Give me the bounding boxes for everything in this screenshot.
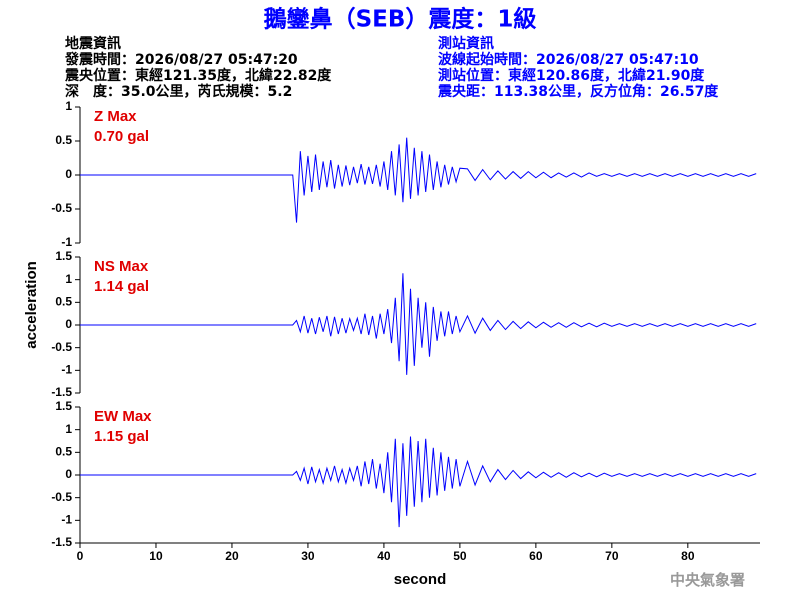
quake-info: 地震資訊 [65, 35, 121, 52]
waveform [80, 436, 757, 528]
y-tick-label: 0 [65, 467, 72, 481]
x-tick-label: 80 [681, 549, 695, 563]
y-tick-label: 1 [65, 99, 72, 113]
station-info: 測站資訊 [438, 35, 494, 52]
y-tick-label: -1.5 [51, 385, 72, 399]
y-tick-label: 0 [65, 317, 72, 331]
x-tick-label: 10 [149, 549, 163, 563]
y-tick-label: 1 [65, 422, 72, 436]
y-tick-label: 0.5 [55, 295, 72, 309]
station-info: 測站位置：東經120.86度，北緯21.90度 [438, 67, 705, 84]
waveform [80, 137, 757, 223]
y-tick-label: -0.5 [51, 201, 72, 215]
x-tick-label: 60 [529, 549, 543, 563]
y-axis-label: acceleration [23, 261, 40, 349]
y-tick-label: -1 [61, 513, 72, 527]
station-info: 波線起始時間：2026/08/27 05:47:10 [438, 51, 699, 68]
x-tick-label: 0 [77, 549, 84, 563]
footer: 中央氣象署 [670, 571, 745, 589]
quake-info: 深 度：35.0公里，芮氏規模：5.2 [65, 83, 292, 100]
x-axis-label: second [394, 571, 447, 588]
annotation: 1.14 gal [94, 278, 149, 295]
waveform [80, 273, 757, 375]
y-tick-label: 0.5 [55, 445, 72, 459]
y-tick-label: -0.5 [51, 340, 72, 354]
x-tick-label: 70 [605, 549, 619, 563]
annotation: Z Max [94, 108, 137, 125]
y-tick-label: 1.5 [55, 399, 72, 413]
annotation: 0.70 gal [94, 128, 149, 145]
y-tick-label: 1.5 [55, 249, 72, 263]
x-tick-label: 30 [301, 549, 315, 563]
y-tick-label: -0.5 [51, 490, 72, 504]
y-tick-label: -1 [61, 235, 72, 249]
annotation: NS Max [94, 258, 149, 275]
annotation: EW Max [94, 408, 152, 425]
x-tick-label: 40 [377, 549, 391, 563]
title: 鵝鑾鼻（SEB）震度：1級 [264, 6, 537, 33]
x-tick-label: 50 [453, 549, 467, 563]
station-info: 震央距：113.38公里，反方位角：26.57度 [437, 83, 719, 100]
x-tick-label: 20 [225, 549, 239, 563]
annotation: 1.15 gal [94, 428, 149, 445]
quake-info: 發震時間：2026/08/27 05:47:20 [64, 51, 298, 68]
y-tick-label: -1.5 [51, 535, 72, 549]
y-tick-label: 0 [65, 167, 72, 181]
quake-info: 震央位置：東經121.35度，北緯22.82度 [64, 67, 332, 84]
y-tick-label: 0.5 [55, 133, 72, 147]
y-tick-label: 1 [65, 272, 72, 286]
y-tick-label: -1 [61, 363, 72, 377]
